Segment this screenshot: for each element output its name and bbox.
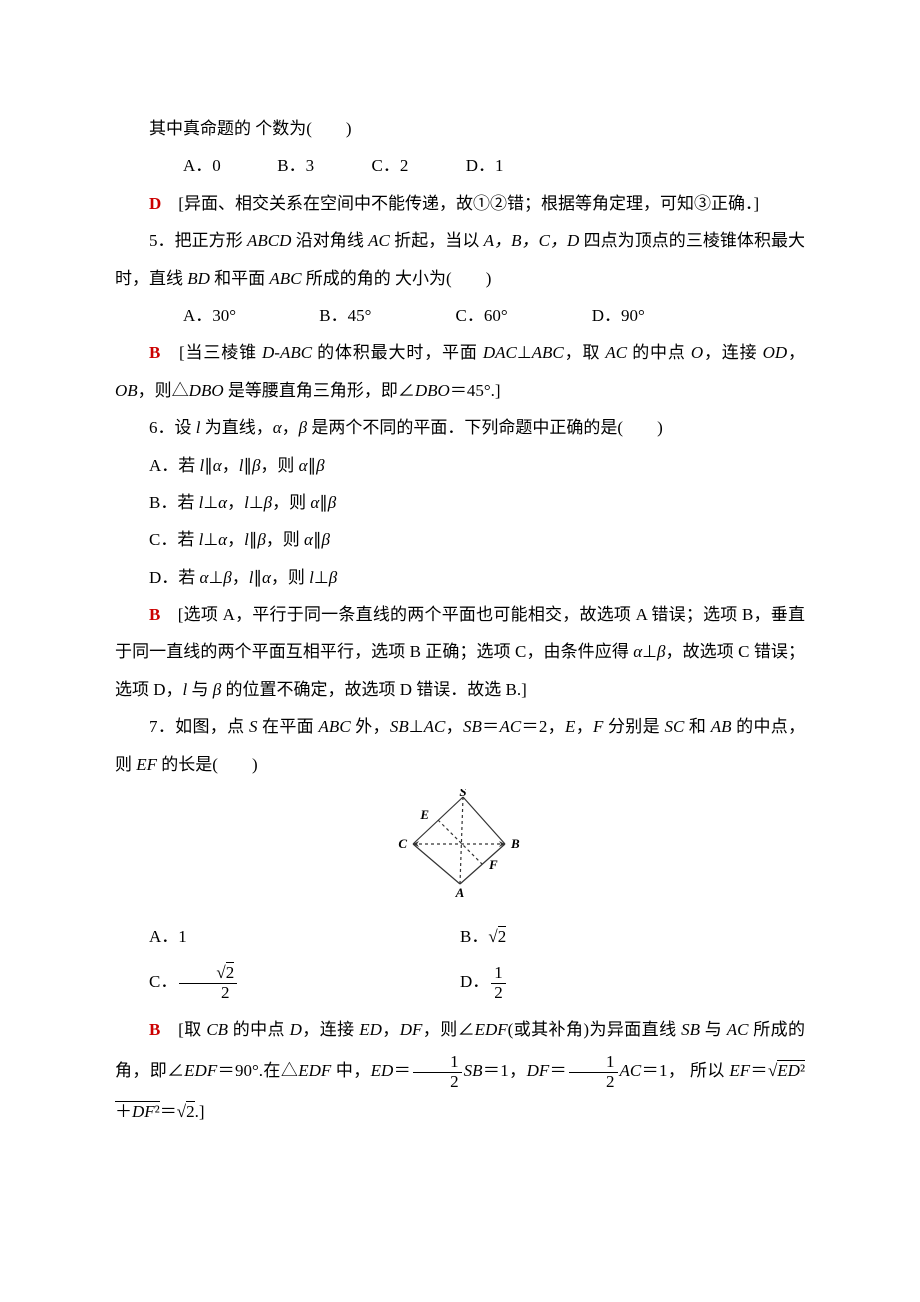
q5-e1: [当三棱锥: [160, 343, 262, 362]
q5-abc2: ABC: [532, 343, 564, 362]
q4-options: A．0 B．3 C．2 D．1: [115, 147, 805, 184]
q6-t3: 是两个不同的平面．下列命题中正确的是(: [307, 418, 623, 437]
q5-t6: 所成的角的 大小为(: [302, 269, 452, 288]
q6-stem: 6．设 l 为直线，α，β 是两个不同的平面．下列命题中正确的是(): [115, 409, 805, 446]
q5-e2: 的体积最大时，平面: [312, 343, 483, 362]
edge-sb: [463, 797, 505, 844]
q6-t1: 6．设: [149, 418, 196, 437]
label-s: S: [459, 789, 466, 799]
q4-explanation: D [异面、相交关系在空间中不能传递，故①②错；根据等角定理，可知③正确．]: [115, 185, 805, 222]
q5-tail: ): [486, 269, 492, 288]
q5-t2: 沿对角线: [291, 231, 368, 250]
q6-a: α: [273, 418, 282, 437]
label-f: F: [488, 857, 498, 872]
q5-explanation: B [当三棱锥 D-ABC 的体积最大时，平面 DAC⊥ABC，取 AC 的中点…: [115, 334, 805, 409]
q5-answer: B: [149, 343, 160, 362]
q5-pts: A，B，C，D: [484, 231, 580, 250]
q5-stem: 5．把正方形 ABCD 沿对角线 AC 折起，当以 A，B，C，D 四点为顶点的…: [115, 222, 805, 297]
q5-e3: ⊥: [517, 343, 532, 362]
q6-explanation: B [选项 A，平行于同一条直线的两个平面也可能相交，故选项 A 错误；选项 B…: [115, 596, 805, 708]
q5-dbo2: DBO: [415, 381, 450, 400]
q5-t3: 折起，当以: [390, 231, 484, 250]
q4-opt-d: D．1: [432, 147, 512, 184]
edge-sa: [460, 797, 463, 884]
q4-opt-c: C．2: [338, 147, 418, 184]
q5-dbo: DBO: [189, 381, 224, 400]
q7-answer: B: [149, 1020, 160, 1039]
q5-opt-d: D．90°: [558, 297, 678, 334]
q6-answer: B: [149, 605, 160, 624]
q6-opt-a: A．若 l∥α，l∥β，则 α∥β: [115, 447, 805, 484]
q5-ac: AC: [368, 231, 390, 250]
q7-opt-b2: B．√2: [460, 918, 805, 955]
q7-stem: 7．如图，点 S 在平面 ABC 外，SB⊥AC，SB＝AC＝2，E，F 分别是…: [115, 708, 805, 783]
q5-ob: OB: [115, 381, 138, 400]
q5-ac2: AC: [605, 343, 627, 362]
q5-e9: ＝45°.]: [450, 381, 501, 400]
q6-tail: ): [657, 418, 663, 437]
q5-opt-a: A．30°: [149, 297, 269, 334]
q5-t5: 和平面: [210, 269, 270, 288]
q6-t2: 为直线，: [200, 418, 272, 437]
q6-e5: 的位置不确定，故选项 D 错误．故选 B.]: [221, 680, 527, 699]
label-a: A: [455, 885, 465, 899]
q5-abcd: ABCD: [247, 231, 291, 250]
q5-dac: DAC: [483, 343, 517, 362]
label-b: B: [510, 836, 520, 851]
edge-ca: [413, 844, 460, 884]
q7-explanation: B [取 CB 的中点 D，连接 ED，DF，则∠EDF(或其补角)为异面直线 …: [115, 1010, 805, 1132]
q7-opt-c: C．√22: [115, 964, 460, 1002]
q5-e7: ，则△: [138, 381, 189, 400]
q5-e4: ，取: [564, 343, 606, 362]
q4-opt-b: B．3: [243, 147, 323, 184]
q6-opt-d: D．若 α⊥β，l∥α，则 l⊥β: [115, 559, 805, 596]
q7-figure: S E C B F A: [115, 789, 805, 912]
q4-opt-a: A．0: [149, 147, 229, 184]
q5-o: O: [691, 343, 703, 362]
q5-opt-c: C．60°: [422, 297, 542, 334]
q6-opt-c: C．若 l⊥α，l∥β，则 α∥β: [115, 521, 805, 558]
q5-e8: 是等腰直角三角形，即∠: [224, 381, 415, 400]
q5-e6: ，连接: [703, 343, 762, 362]
q4-stem: 其中真命题的 个数为(): [115, 110, 805, 147]
label-e: E: [419, 807, 429, 822]
q5-t1: 5．把正方形: [149, 231, 247, 250]
q5-dabc: D-ABC: [262, 343, 312, 362]
edge-ba: [460, 844, 505, 884]
q6-opt-b: B．若 l⊥α，l⊥β，则 α∥β: [115, 484, 805, 521]
q5-abc: ABC: [269, 269, 301, 288]
q4-explain-text: [异面、相交关系在空间中不能传递，故①②错；根据等角定理，可知③正确．]: [161, 194, 759, 213]
q5-od: OD: [763, 343, 788, 362]
q7-options-row2: C．√22 D．12: [115, 956, 805, 1010]
q7-opt-a2: A．1: [115, 918, 460, 955]
q5-bd: BD: [187, 269, 210, 288]
q5-e5: 的中点: [627, 343, 691, 362]
q7-diagram-svg: S E C B F A: [395, 789, 525, 899]
q5-options: A．30° B．45° C．60° D．90°: [115, 297, 805, 334]
q5-opt-b: B．45°: [285, 297, 405, 334]
q7-options-row1-fix: A．1 B．√2: [115, 918, 805, 955]
q4-answer: D: [149, 194, 161, 213]
label-c: C: [398, 836, 407, 851]
q4-stem-text: 其中真命题的 个数为(: [149, 119, 312, 138]
q7-opt-d: D．12: [460, 964, 805, 1002]
edge-ef: [438, 820, 482, 864]
q4-stem-tail: ): [346, 119, 352, 138]
q6-b: β: [299, 418, 307, 437]
